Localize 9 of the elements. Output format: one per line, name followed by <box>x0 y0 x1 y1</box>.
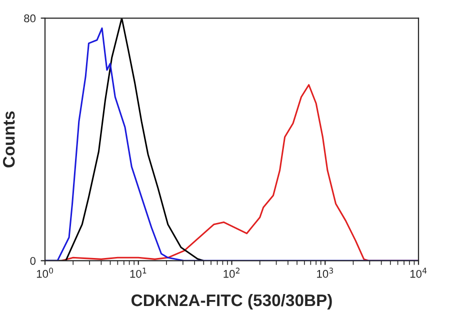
x-tick-label: 10$^{4}$ <box>410 268 427 278</box>
y-axis-title: Counts <box>2 111 15 168</box>
y-tick-label: 0 <box>30 256 36 265</box>
x-tick-label: 10$^{3}$ <box>317 268 334 278</box>
x-tick-label: 10$^{2}$ <box>224 268 240 278</box>
x-tick-label: 10$^{0}$ <box>36 268 54 278</box>
x-tick-label: 10$^{1}$ <box>130 268 146 278</box>
x-axis-title: CDKN2A-FITC (530/30BP) <box>131 294 332 310</box>
y-tick-label: 80 <box>24 14 36 22</box>
